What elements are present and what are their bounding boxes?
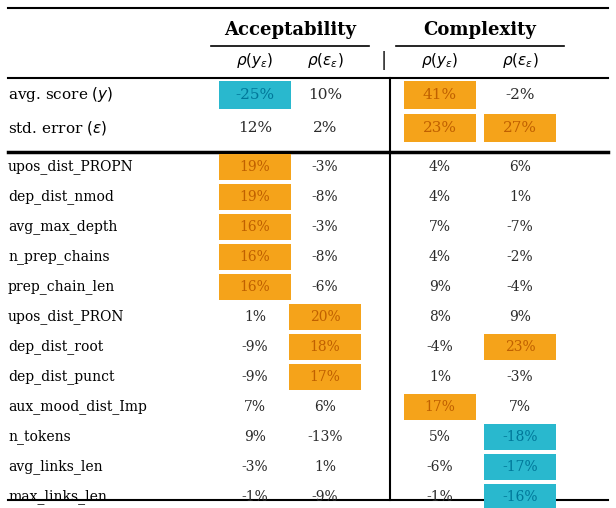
Text: 7%: 7% [429,220,451,234]
Text: $\rho(y_\epsilon)$: $\rho(y_\epsilon)$ [237,50,274,70]
Text: n_prep_chains: n_prep_chains [8,249,110,265]
Text: 4%: 4% [429,250,451,264]
Text: upos_dist_PRON: upos_dist_PRON [8,309,124,325]
Text: |: | [381,50,387,70]
Text: -9%: -9% [241,370,269,384]
Text: 1%: 1% [509,190,531,204]
Text: 17%: 17% [424,400,455,414]
Text: 19%: 19% [240,190,270,204]
Text: -9%: -9% [312,490,338,504]
Text: 5%: 5% [429,430,451,444]
Text: -8%: -8% [312,190,338,204]
Text: 6%: 6% [509,160,531,174]
Text: prep_chain_len: prep_chain_len [8,279,115,295]
Text: -6%: -6% [312,280,338,294]
Text: -25%: -25% [235,88,275,102]
Text: avg_max_depth: avg_max_depth [8,219,118,234]
Text: -7%: -7% [506,220,533,234]
Text: 18%: 18% [310,340,341,354]
Text: 6%: 6% [314,400,336,414]
Text: 2%: 2% [313,121,337,135]
Text: -3%: -3% [312,160,338,174]
Text: -2%: -2% [507,250,533,264]
Text: -16%: -16% [502,490,538,504]
Text: 17%: 17% [310,370,341,384]
Text: $\rho(y_\epsilon)$: $\rho(y_\epsilon)$ [421,50,459,70]
Text: 4%: 4% [429,190,451,204]
Text: -9%: -9% [241,340,269,354]
Text: -8%: -8% [312,250,338,264]
Bar [219,184,291,210]
Text: dep_dist_root: dep_dist_root [8,339,103,355]
Text: -18%: -18% [502,430,538,444]
Text: -1%: -1% [427,490,453,504]
Text: $\rho(\epsilon_\epsilon)$: $\rho(\epsilon_\epsilon)$ [501,50,538,70]
Text: 8%: 8% [429,310,451,324]
Text: 7%: 7% [509,400,531,414]
Text: Complexity: Complexity [424,21,537,39]
Text: -4%: -4% [506,280,533,294]
Text: 10%: 10% [308,88,342,102]
Text: 1%: 1% [314,460,336,474]
Text: 41%: 41% [423,88,457,102]
Text: -6%: -6% [427,460,453,474]
Text: avg. score $(y)$: avg. score $(y)$ [8,85,113,105]
Bar [219,274,291,300]
Text: aux_mood_dist_Imp: aux_mood_dist_Imp [8,400,147,415]
Text: avg_links_len: avg_links_len [8,460,103,474]
Text: upos_dist_PROPN: upos_dist_PROPN [8,160,134,174]
Text: max_links_len: max_links_len [8,490,107,504]
Text: 16%: 16% [240,250,270,264]
Text: 9%: 9% [509,310,531,324]
Text: 16%: 16% [240,280,270,294]
Text: -3%: -3% [241,460,269,474]
Text: 23%: 23% [505,340,535,354]
Text: 7%: 7% [244,400,266,414]
Text: 4%: 4% [429,160,451,174]
Bar [219,154,291,180]
Bar [404,81,476,109]
Text: std. error $(\epsilon)$: std. error $(\epsilon)$ [8,119,107,137]
Text: n_tokens: n_tokens [8,430,71,444]
Text: -1%: -1% [241,490,269,504]
Text: 9%: 9% [244,430,266,444]
Bar [289,364,361,390]
Text: 19%: 19% [240,160,270,174]
Bar [484,454,556,480]
Text: 12%: 12% [238,121,272,135]
Text: -3%: -3% [312,220,338,234]
Bar [289,334,361,360]
Bar [289,304,361,330]
Bar [484,484,556,508]
Bar [219,214,291,240]
Text: -17%: -17% [502,460,538,474]
Bar [484,424,556,450]
Text: 20%: 20% [310,310,340,324]
Text: 23%: 23% [423,121,457,135]
Bar [219,81,291,109]
Text: 27%: 27% [503,121,537,135]
Text: -13%: -13% [307,430,342,444]
Text: Acceptability: Acceptability [224,21,356,39]
Text: 16%: 16% [240,220,270,234]
Bar [404,114,476,142]
Text: -3%: -3% [507,370,533,384]
Text: 1%: 1% [244,310,266,324]
Text: -2%: -2% [505,88,535,102]
Bar [484,334,556,360]
Text: 9%: 9% [429,280,451,294]
Text: 1%: 1% [429,370,451,384]
Bar [484,114,556,142]
Text: dep_dist_nmod: dep_dist_nmod [8,189,114,204]
Bar [219,244,291,270]
Text: $\rho(\epsilon_\epsilon)$: $\rho(\epsilon_\epsilon)$ [307,50,343,70]
Text: dep_dist_punct: dep_dist_punct [8,369,115,385]
Text: -4%: -4% [427,340,453,354]
Bar [404,394,476,420]
